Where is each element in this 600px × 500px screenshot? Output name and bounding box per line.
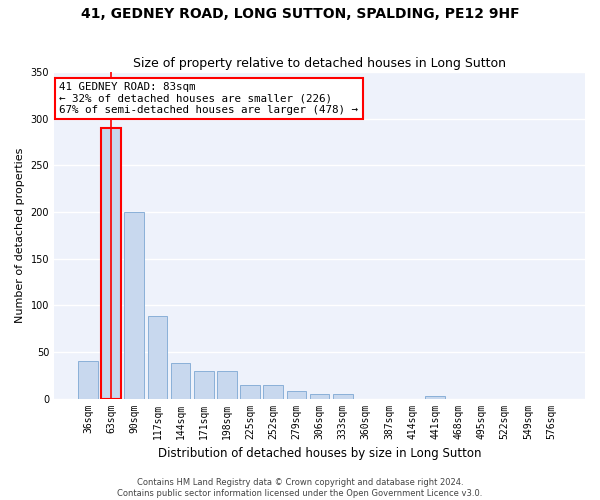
Bar [263, 384, 283, 398]
Bar [148, 316, 167, 398]
Text: 41, GEDNEY ROAD, LONG SUTTON, SPALDING, PE12 9HF: 41, GEDNEY ROAD, LONG SUTTON, SPALDING, … [80, 8, 520, 22]
Bar [194, 370, 214, 398]
Bar [240, 384, 260, 398]
Bar [425, 396, 445, 398]
Bar [78, 361, 98, 399]
Bar [217, 370, 237, 398]
Bar [287, 391, 306, 398]
Bar [171, 363, 190, 398]
Bar [310, 394, 329, 398]
Text: 41 GEDNEY ROAD: 83sqm
← 32% of detached houses are smaller (226)
67% of semi-det: 41 GEDNEY ROAD: 83sqm ← 32% of detached … [59, 82, 358, 115]
Bar [333, 394, 353, 398]
Y-axis label: Number of detached properties: Number of detached properties [15, 148, 25, 323]
X-axis label: Distribution of detached houses by size in Long Sutton: Distribution of detached houses by size … [158, 447, 481, 460]
Text: Contains HM Land Registry data © Crown copyright and database right 2024.
Contai: Contains HM Land Registry data © Crown c… [118, 478, 482, 498]
Title: Size of property relative to detached houses in Long Sutton: Size of property relative to detached ho… [133, 56, 506, 70]
Bar [101, 128, 121, 398]
Bar [124, 212, 144, 398]
